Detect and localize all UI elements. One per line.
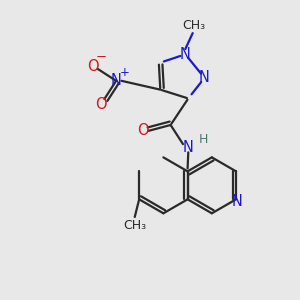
- Text: CH₃: CH₃: [123, 219, 146, 232]
- Text: O: O: [137, 123, 148, 138]
- Text: O: O: [96, 97, 107, 112]
- Text: N: N: [111, 73, 122, 88]
- Text: N: N: [232, 194, 243, 209]
- Text: +: +: [119, 66, 129, 79]
- Text: −: −: [95, 51, 106, 64]
- Text: N: N: [199, 70, 210, 86]
- Text: H: H: [198, 133, 208, 146]
- Text: N: N: [183, 140, 194, 154]
- Text: CH₃: CH₃: [183, 19, 206, 32]
- Text: N: N: [180, 47, 191, 62]
- Text: O: O: [87, 58, 98, 74]
